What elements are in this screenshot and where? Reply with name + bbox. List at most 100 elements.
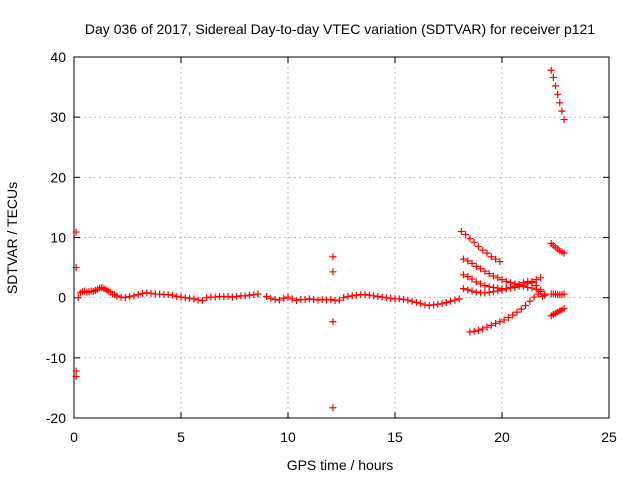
data-point	[138, 289, 146, 297]
data-point	[556, 99, 564, 107]
data-point	[329, 253, 337, 261]
y-tick-label: 40	[50, 49, 66, 65]
data-point	[489, 288, 497, 296]
data-point	[539, 292, 547, 300]
data-point	[130, 292, 138, 300]
y-axis-label: SDTVAR / TECUs	[4, 182, 20, 294]
data-point	[522, 301, 530, 309]
data-point	[370, 292, 378, 300]
data-point	[275, 296, 283, 304]
data-point	[487, 253, 495, 261]
data-point	[526, 297, 534, 305]
x-tick-label: 0	[70, 429, 78, 445]
data-point	[404, 296, 412, 304]
data-point	[560, 249, 568, 257]
data-point	[547, 66, 555, 74]
data-point	[378, 293, 386, 301]
data-point	[496, 258, 504, 266]
x-tick-label: 5	[177, 429, 185, 445]
x-tick-label: 25	[601, 429, 617, 445]
data-point	[483, 249, 491, 257]
data-point	[507, 283, 515, 291]
grid	[74, 57, 609, 418]
data-point	[464, 273, 472, 281]
data-point	[447, 297, 455, 305]
x-tick-label: 15	[387, 429, 403, 445]
data-point	[254, 290, 262, 298]
data-point	[301, 295, 309, 303]
data-point	[560, 116, 568, 124]
data-point	[483, 323, 491, 331]
series-upper-descending-track	[457, 227, 504, 266]
data-point	[74, 294, 82, 302]
data-point	[387, 294, 395, 302]
data-point	[271, 295, 279, 303]
data-point	[494, 274, 502, 282]
data-point	[532, 282, 540, 290]
data-point	[361, 291, 369, 299]
data-point	[494, 287, 502, 295]
data-point	[464, 257, 472, 265]
data-point	[492, 255, 500, 263]
data-point	[365, 291, 373, 299]
data-point	[352, 291, 360, 299]
data-point	[468, 287, 476, 295]
data-point	[421, 301, 429, 309]
data-point	[323, 296, 331, 304]
y-tick-label: -10	[46, 350, 66, 366]
data-point	[532, 276, 540, 284]
data-point	[438, 300, 446, 308]
data-point	[190, 295, 198, 303]
data-point	[434, 300, 442, 308]
data-point	[224, 292, 232, 300]
x-tick-label: 10	[280, 429, 296, 445]
data-point	[348, 292, 356, 300]
data-point	[464, 286, 472, 294]
data-point	[560, 304, 568, 312]
data-point	[318, 295, 326, 303]
data-point	[267, 294, 275, 302]
data-point	[173, 292, 181, 300]
series-late-high-track	[547, 66, 568, 124]
data-point	[211, 293, 219, 301]
data-point	[470, 238, 478, 246]
data-point	[233, 292, 241, 300]
data-point	[537, 286, 545, 294]
data-point	[466, 328, 474, 336]
data-point	[113, 292, 121, 300]
data-point	[121, 294, 129, 302]
axis-ticks: 0 5 10 15 20 25 -20 -10 0 10 20 30 40	[46, 49, 617, 445]
data-point	[117, 293, 125, 301]
data-point	[477, 280, 485, 288]
data-point	[459, 255, 467, 263]
data-point	[552, 82, 559, 90]
data-point	[470, 327, 478, 335]
data-point	[198, 297, 206, 305]
data-point	[479, 246, 487, 254]
data-point	[442, 298, 450, 306]
data-point	[340, 294, 348, 302]
data-point	[134, 291, 142, 299]
data-point	[500, 316, 508, 324]
y-tick-label: 20	[50, 169, 66, 185]
data-point	[284, 293, 292, 301]
data-point	[498, 286, 506, 294]
data-point	[72, 264, 80, 272]
x-axis-label: GPS time / hours	[287, 457, 394, 473]
data-point	[519, 279, 527, 287]
data-point	[502, 285, 510, 293]
data-point	[203, 294, 211, 302]
data-point	[156, 290, 164, 298]
data-point	[498, 276, 506, 284]
data-point	[502, 277, 510, 285]
data-point	[524, 277, 532, 285]
x-tick-label: 20	[494, 429, 510, 445]
data-point	[164, 291, 172, 299]
data-point	[468, 259, 476, 267]
data-point	[472, 288, 480, 296]
data-point	[408, 297, 416, 305]
data-point	[485, 270, 493, 278]
data-point	[186, 294, 194, 302]
data-point	[451, 296, 459, 304]
